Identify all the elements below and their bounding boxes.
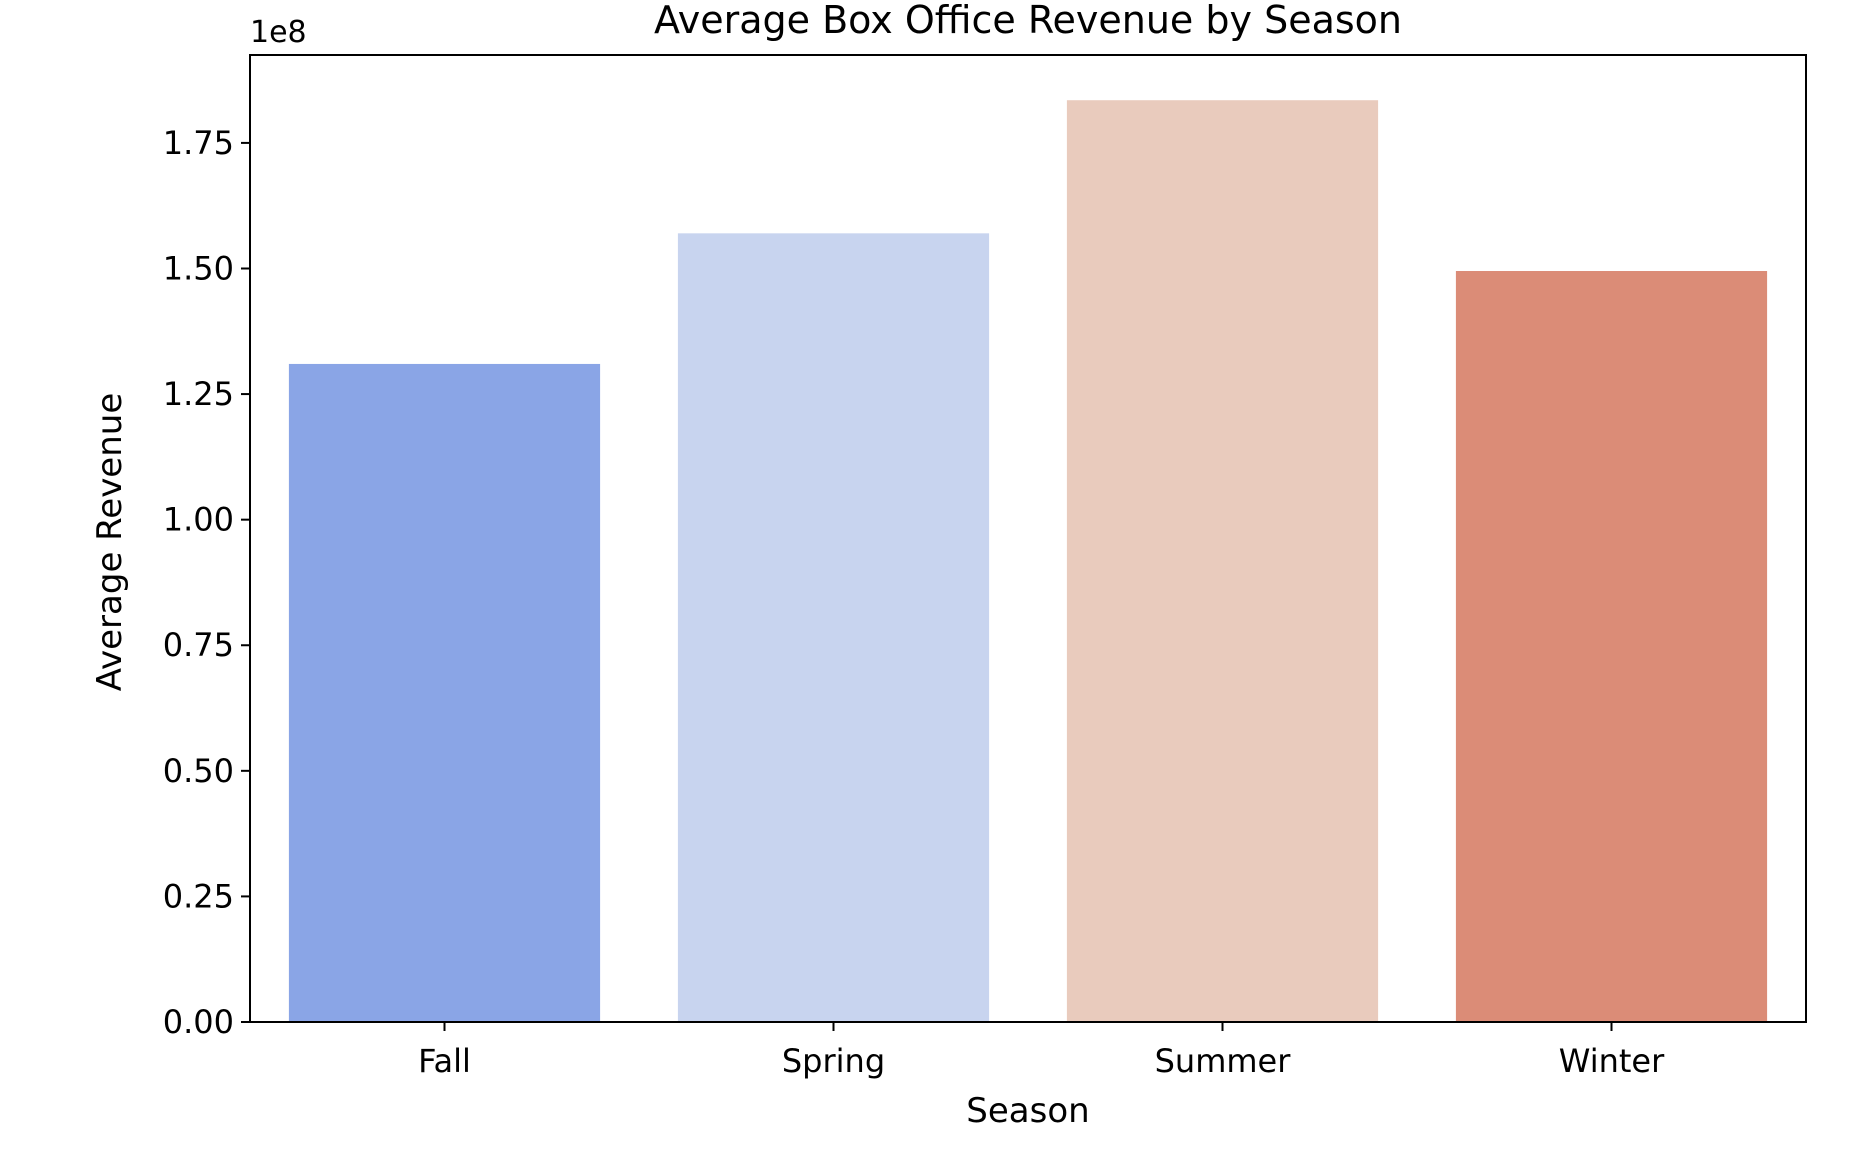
- y-tick-label: 0.50: [163, 752, 234, 790]
- x-axis-ticks: Fall Spring Summer Winter: [418, 1022, 1665, 1080]
- plot-area-frame: [249, 54, 1807, 1023]
- x-axis-label: Season: [966, 1091, 1089, 1131]
- y-axis-offset-label: 1e8: [250, 15, 307, 50]
- y-tick-label: 1.75: [163, 124, 234, 162]
- y-tick-label: 0.00: [163, 1003, 234, 1041]
- y-tick-label: 1.25: [163, 375, 234, 413]
- chart-title: Average Box Office Revenue by Season: [654, 0, 1402, 42]
- x-tick-label: Winter: [1559, 1042, 1665, 1080]
- bar-fall: [288, 363, 601, 1023]
- x-tick-label: Spring: [782, 1042, 885, 1080]
- x-tick-label: Summer: [1155, 1042, 1292, 1080]
- y-tick-label: 0.25: [163, 877, 234, 915]
- bar-spring: [677, 233, 990, 1023]
- x-tick-label: Fall: [418, 1042, 471, 1080]
- y-axis-ticks: 0.00 0.25 0.50 0.75 1.00 1.25 1.50 1.75: [163, 124, 250, 1041]
- y-axis-label: Average Revenue: [90, 393, 130, 692]
- bar-winter: [1455, 271, 1768, 1022]
- bar-summer: [1066, 100, 1379, 1022]
- y-tick-label: 1.00: [163, 501, 234, 539]
- bars-group: [288, 100, 1768, 1023]
- y-tick-label: 0.75: [163, 626, 234, 664]
- y-tick-label: 1.50: [163, 249, 234, 287]
